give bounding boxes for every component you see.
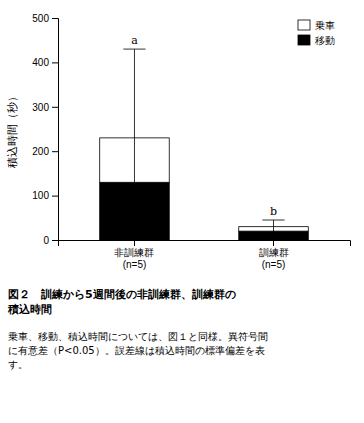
- axis-line: [52, 19, 59, 241]
- y-axis-title: 積込時間（秒）: [6, 91, 19, 168]
- error-cap: [123, 49, 145, 50]
- annotations: ab: [131, 34, 277, 218]
- tick-mark: [52, 62, 58, 63]
- error-cap: [262, 220, 284, 221]
- axis-line: [59, 241, 351, 247]
- tick-mark: [134, 240, 135, 246]
- tick-label: 500: [32, 13, 49, 24]
- tick-mark: [52, 240, 58, 241]
- tick: 非訓練群(n=5): [114, 240, 154, 270]
- y-axis: 0 100 200 300 400 500: [32, 13, 58, 246]
- tick: 100: [32, 190, 58, 201]
- tick-mark: [52, 196, 58, 197]
- tick-label: 300: [32, 102, 49, 113]
- tick-mark: [273, 240, 274, 246]
- tick: 300: [32, 102, 58, 113]
- tick-label: 訓練群(n=5): [259, 247, 289, 270]
- legend-swatch: [298, 20, 310, 30]
- tick-label: 200: [32, 146, 49, 157]
- tick: 0: [43, 235, 58, 246]
- tick: 400: [32, 57, 58, 68]
- legend-label: 乗車: [315, 20, 335, 31]
- x-axis: 非訓練群(n=5) 訓練群(n=5): [59, 240, 351, 270]
- tick-mark: [52, 107, 58, 108]
- tick: 500: [32, 13, 58, 24]
- tick-mark: [52, 151, 58, 152]
- legend-item: 乗車: [298, 20, 335, 31]
- error-bar: [273, 220, 274, 233]
- tick-mark: [52, 18, 58, 19]
- chart: ab0100200300400500非訓練群(n=5)訓練群(n=5)積込時間（…: [0, 0, 364, 423]
- legend-item: 移動: [298, 35, 335, 46]
- tick: 訓練群(n=5): [259, 240, 289, 270]
- tick-label: 400: [32, 57, 49, 68]
- tick-label: 100: [32, 190, 49, 201]
- legend-swatch: [298, 35, 310, 45]
- annotation: b: [270, 205, 277, 218]
- tick-label: 0: [43, 235, 49, 246]
- error-bar: [134, 49, 135, 227]
- caption: 乗車、移動、積込時間については、図１と同様。異符号間に有意差（P<0.05）。誤…: [8, 331, 268, 370]
- tick-label: 非訓練群(n=5): [114, 247, 154, 270]
- annotation: a: [131, 34, 138, 47]
- legend: 乗車移動: [298, 20, 335, 46]
- legend-label: 移動: [315, 35, 335, 46]
- plot-area: [100, 49, 309, 240]
- tick: 200: [32, 146, 58, 157]
- title: 図２ 訓練から5週間後の非訓練群、訓練群の積込時間: [7, 288, 236, 316]
